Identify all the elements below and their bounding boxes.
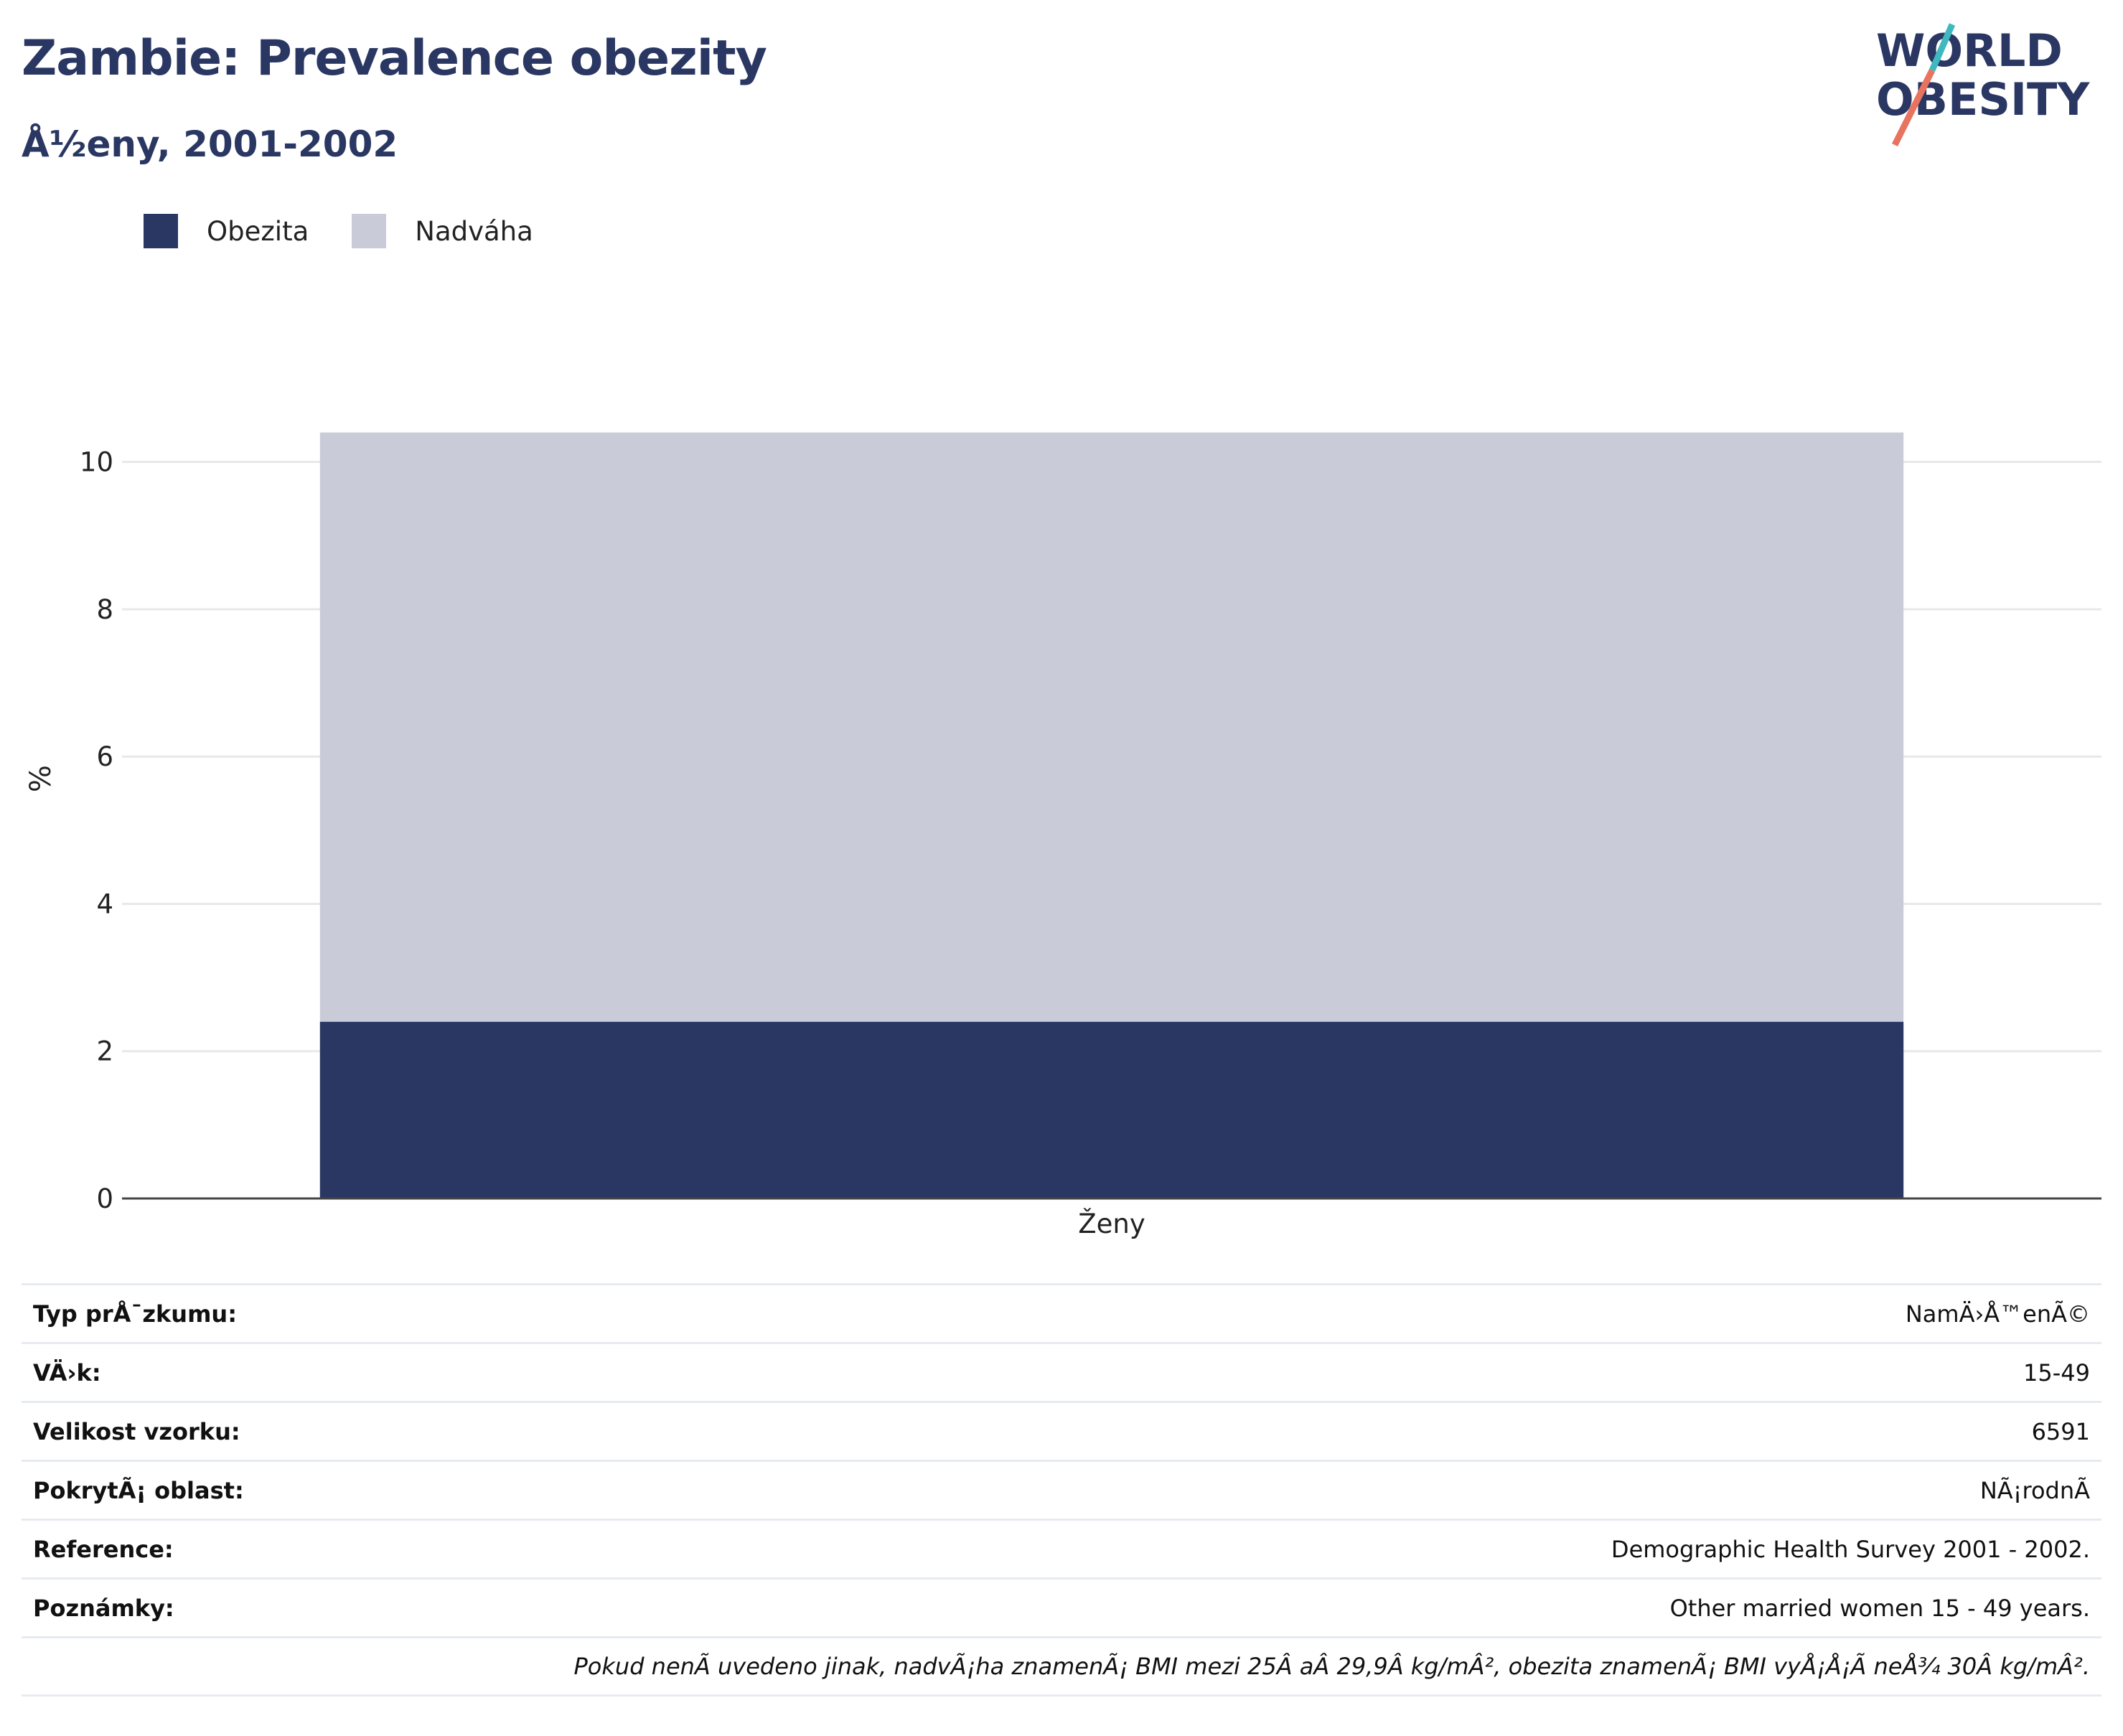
y-tick-label: 4 (96, 888, 113, 919)
info-value: Other married women 15 - 49 years. (1669, 1594, 2090, 1622)
logo-slash-teal (1928, 23, 1956, 72)
logo-line1: WORLD (1876, 24, 2063, 77)
info-table: Typ prÅ¯zkumu: NamÄ›Å™enÃ© VÄ›k: 15-49 V… (22, 1283, 2101, 1697)
info-row-area-covered: PokrytÃ¡ oblast: NÃ¡rodnÃ (22, 1460, 2101, 1519)
info-label: Velikost vzorku: (33, 1417, 240, 1445)
info-label: Poznámky: (33, 1594, 174, 1622)
info-row-notes: Poznámky: Other married women 15 - 49 ye… (22, 1577, 2101, 1636)
info-label: Typ prÅ¯zkumu: (33, 1300, 237, 1328)
bar-segment-overweight (319, 432, 1904, 1022)
info-value: NamÄ›Å™enÃ© (1905, 1300, 2090, 1328)
logo-slash-red (1891, 68, 1936, 147)
x-tick-label: Ženy (1078, 1208, 1145, 1239)
y-tick-label: 2 (96, 1036, 113, 1067)
legend-swatch-overweight (352, 214, 387, 248)
chart-title: Zambie: Prevalence obezity (22, 30, 767, 87)
chart-subtitle: Å½eny, 2001-2002 (22, 123, 398, 165)
y-tick-label: 8 (96, 594, 113, 625)
y-tick-label: 10 (80, 447, 113, 478)
legend-item-overweight[interactable]: Nadváha (352, 214, 533, 248)
legend-item-obesity[interactable]: Obezita (144, 214, 309, 248)
info-row-survey-type: Typ prÅ¯zkumu: NamÄ›Å™enÃ© (22, 1283, 2101, 1342)
y-axis-title: % (24, 765, 57, 792)
y-tick-label: 0 (96, 1183, 113, 1214)
info-value: NÃ¡rodnÃ (1979, 1476, 2090, 1504)
y-tick-label: 6 (96, 741, 113, 772)
legend-label-obesity: Obezita (207, 215, 309, 247)
legend-label-overweight: Nadváha (415, 215, 533, 247)
info-value: 6591 (2031, 1417, 2090, 1445)
info-row-reference: Reference: Demographic Health Survey 200… (22, 1519, 2101, 1577)
info-row-sample-size: Velikost vzorku: 6591 (22, 1401, 2101, 1460)
legend-swatch-obesity (144, 214, 178, 248)
bar-segment-obesity (319, 1021, 1904, 1198)
info-footnote: Pokud nenÃ uvedeno jinak, nadvÃ¡ha zname… (22, 1636, 2101, 1697)
info-value: Demographic Health Survey 2001 - 2002. (1611, 1535, 2090, 1563)
world-obesity-logo: WORLD OBESITY (1876, 23, 2090, 147)
legend: Obezita Nadváha (144, 214, 576, 248)
info-label: PokrytÃ¡ oblast: (33, 1476, 244, 1504)
info-label: Reference: (33, 1535, 174, 1563)
info-row-age: VÄ›k: 15-49 (22, 1342, 2101, 1401)
info-value: 15-49 (2023, 1359, 2090, 1387)
bar-chart: 0 2 4 6 8 10 Ženy% (24, 432, 2101, 1239)
info-label: VÄ›k: (33, 1359, 101, 1387)
